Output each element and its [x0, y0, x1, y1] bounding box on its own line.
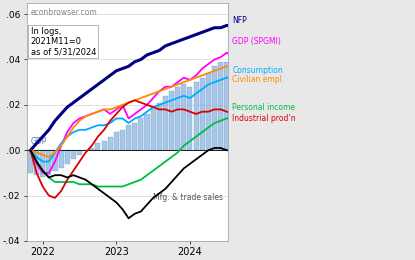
- Bar: [71, 150, 76, 159]
- Bar: [95, 144, 100, 150]
- Bar: [40, 150, 45, 178]
- Text: Personal income: Personal income: [232, 103, 295, 112]
- Bar: [193, 82, 199, 150]
- Bar: [28, 150, 33, 173]
- Bar: [206, 73, 211, 150]
- Bar: [126, 125, 131, 150]
- Bar: [273, 60, 278, 150]
- Text: Consumption: Consumption: [232, 66, 283, 75]
- Bar: [237, 62, 242, 150]
- Bar: [59, 150, 63, 168]
- Bar: [65, 150, 70, 164]
- Bar: [138, 119, 144, 150]
- Text: GDP: GDP: [30, 137, 47, 146]
- Bar: [200, 78, 205, 150]
- Bar: [218, 62, 223, 150]
- Bar: [120, 130, 125, 150]
- Bar: [46, 150, 51, 175]
- Text: Civilian empl.: Civilian empl.: [232, 75, 285, 84]
- Bar: [144, 114, 149, 150]
- Bar: [157, 103, 162, 150]
- Bar: [52, 150, 58, 171]
- Bar: [77, 150, 82, 155]
- Bar: [163, 96, 168, 150]
- Bar: [188, 87, 193, 150]
- Bar: [169, 91, 174, 150]
- Bar: [267, 60, 272, 150]
- Text: Industrial prod’n: Industrial prod’n: [232, 114, 296, 123]
- Text: econbrowser.com: econbrowser.com: [31, 8, 97, 17]
- Text: In logs,
2021M11=0
as of 5/31/2024: In logs, 2021M11=0 as of 5/31/2024: [31, 27, 96, 56]
- Bar: [224, 62, 229, 150]
- Text: NFP: NFP: [232, 16, 247, 25]
- Bar: [34, 150, 39, 175]
- Bar: [114, 132, 119, 150]
- Bar: [255, 60, 260, 150]
- Bar: [102, 141, 107, 150]
- Bar: [107, 136, 113, 150]
- Bar: [212, 66, 217, 150]
- Bar: [261, 60, 266, 150]
- Bar: [151, 109, 156, 150]
- Bar: [175, 87, 180, 150]
- Text: Mfg. & trade sales: Mfg. & trade sales: [153, 193, 223, 202]
- Bar: [230, 62, 235, 150]
- Bar: [249, 60, 254, 150]
- Text: GDP (SPGMI): GDP (SPGMI): [232, 37, 281, 46]
- Bar: [243, 60, 248, 150]
- Bar: [89, 148, 94, 150]
- Bar: [181, 84, 186, 150]
- Bar: [132, 123, 137, 150]
- Bar: [279, 60, 285, 150]
